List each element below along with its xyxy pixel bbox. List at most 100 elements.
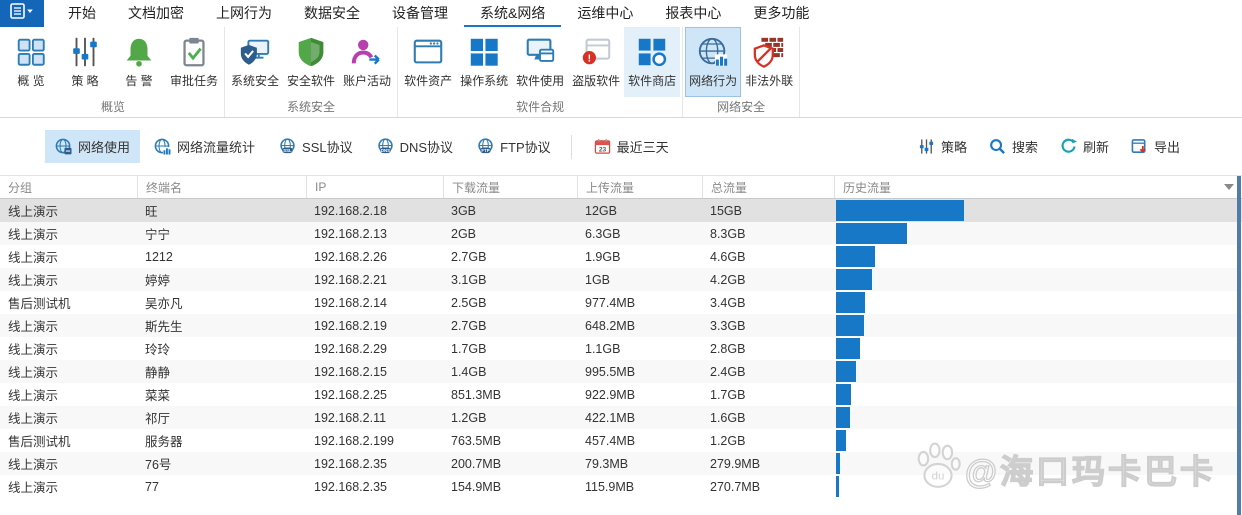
search-button[interactable]: 搜索 (979, 130, 1048, 163)
ribbon-button-label: 非法外联 (745, 74, 794, 88)
ribbon-button[interactable]: ! 盗版软件 (568, 27, 624, 97)
ribbon-button[interactable]: 软件使用 (512, 27, 568, 97)
cell-upload: 648.2MB (585, 318, 636, 333)
table-row[interactable]: 线上演示 婷婷 192.168.2.21 3.1GB 1GB 4.2GB (0, 268, 1242, 291)
menu-tab-7[interactable]: 报表中心 (665, 4, 722, 21)
ribbon-button-label: 策 略 (71, 74, 99, 88)
cell-ip: 192.168.2.35 (314, 479, 387, 494)
app-store-icon (635, 35, 669, 69)
table-row[interactable]: 线上演示 宁宁 192.168.2.13 2GB 6.3GB 8.3GB (0, 222, 1242, 245)
cell-download: 1.2GB (451, 410, 487, 425)
table-row[interactable]: 售后测试机 服务器 192.168.2.199 763.5MB 457.4MB 1.2GB (0, 429, 1242, 452)
ribbon-button-label: 软件使用 (516, 74, 565, 88)
menu-tab-1[interactable]: 文档加密 (128, 4, 184, 21)
menu-tab-2[interactable]: 上网行为 (216, 4, 272, 21)
ribbon-button-label: 系统安全 (231, 74, 280, 88)
date-filter-label: 最近三天 (616, 140, 669, 155)
view-tab-button[interactable]: 网络使用 (45, 130, 141, 163)
svg-text:DNS: DNS (381, 148, 390, 153)
table-row[interactable]: 线上演示 菜菜 192.168.2.25 851.3MB 922.9MB 1.7GB (0, 383, 1242, 406)
view-tab-button[interactable]: 网络流量统计 (144, 130, 265, 163)
cell-history-traffic (834, 337, 1242, 360)
ribbon-button[interactable]: 审批任务 (166, 27, 222, 97)
table-row[interactable]: 售后测试机 吴亦凡 192.168.2.14 2.5GB 977.4MB 3.4GB (0, 291, 1242, 314)
column-header-1[interactable]: 终端名 (137, 176, 306, 198)
cell-ip: 192.168.2.19 (314, 318, 387, 333)
cell-ip: 192.168.2.199 (314, 433, 394, 448)
view-tab-button[interactable]: SSL SSL协议 (269, 130, 363, 163)
ribbon-button[interactable]: 操作系统 (456, 27, 512, 97)
date-filter-button[interactable]: 23 最近三天 (584, 130, 679, 163)
column-header-3[interactable]: 下载流量 (443, 176, 577, 198)
table-row[interactable]: 线上演示 旺 192.168.2.18 3GB 12GB 15GB (0, 199, 1242, 222)
menu-tab-0[interactable]: 开始 (68, 4, 96, 21)
svg-text:23: 23 (598, 147, 606, 154)
cell-terminal-name: 1212 (145, 249, 173, 264)
view-buttons: 网络使用 网络流量统计 SSL SSL协议 DNS DNS协议 FTP FTP协议 (45, 130, 561, 163)
view-tab-button[interactable]: FTP FTP协议 (467, 130, 561, 163)
column-header-2[interactable]: IP (306, 176, 443, 198)
cell-group: 线上演示 (8, 389, 59, 403)
cell-total: 4.6GB (710, 249, 746, 264)
ribbon-button[interactable]: 非法外联 (741, 27, 797, 97)
cell-download: 200.7MB (451, 456, 502, 471)
menu-tab-6[interactable]: 运维中心 (577, 4, 634, 21)
column-header-5[interactable]: 总流量 (702, 176, 834, 198)
column-header-6[interactable]: 历史流量 (834, 176, 1242, 198)
ribbon-button[interactable]: 账户活动 (339, 27, 395, 97)
cell-total: 1.2GB (710, 433, 746, 448)
table-row[interactable]: 线上演示 76号 192.168.2.35 200.7MB 79.3MB 279.9MB (0, 452, 1242, 475)
cell-upload: 12GB (585, 203, 617, 218)
table-row[interactable]: 线上演示 1212 192.168.2.26 2.7GB 1.9GB 4.6GB (0, 245, 1242, 268)
ribbon-group-items: 系统安全 安全软件 账户活动 (227, 27, 395, 97)
ribbon-button[interactable]: 概 览 (4, 27, 58, 97)
action-button[interactable]: 刷新 (1050, 130, 1119, 163)
ribbon-button[interactable]: 策 略 (58, 27, 112, 97)
table-row[interactable]: 线上演示 静静 192.168.2.15 1.4GB 995.5MB 2.4GB (0, 360, 1242, 383)
history-traffic-bar (836, 223, 907, 244)
cell-download: 3GB (451, 203, 477, 218)
ribbon-group-3: 网络行为 非法外联 网络安全 (683, 27, 801, 117)
view-tab-button[interactable]: DNS DNS协议 (367, 130, 463, 163)
svg-text:!: ! (588, 53, 591, 64)
table-row[interactable]: 线上演示 祁厅 192.168.2.11 1.2GB 422.1MB 1.6GB (0, 406, 1242, 429)
view-tab-label: FTP协议 (500, 140, 551, 155)
ribbon-button[interactable]: 告 警 (112, 27, 166, 97)
table-body: 线上演示旺 192.168.2.18 3GB 12GB 15GB 线上演示 宁宁 192.16… (0, 199, 1242, 498)
column-options-button[interactable] (1224, 184, 1234, 190)
network-behavior-icon (696, 35, 730, 69)
ribbon-button[interactable]: 软件资产 (400, 27, 456, 97)
cell-terminal-name: 服务器 (145, 435, 183, 449)
ribbon-group-2: 软件资产 操作系统 软件使用! 盗版软件 软件商店 软件合规 (398, 27, 684, 117)
action-button[interactable]: 策略 (908, 130, 977, 163)
column-header-4[interactable]: 上传流量 (577, 176, 702, 198)
ribbon-group-items: 软件资产 操作系统 软件使用! 盗版软件 软件商店 (400, 27, 681, 97)
column-header-0[interactable]: 分组 (8, 180, 33, 195)
table-header: 分组 终端名 IP 下载流量 上传流量 总流量 历史流量 (0, 176, 1242, 199)
menu-tab-3[interactable]: 数据安全 (304, 4, 360, 21)
table-row[interactable]: 线上演示 77 192.168.2.35 154.9MB 115.9MB 270.7MB (0, 475, 1242, 498)
ribbon-button-label: 账户活动 (343, 74, 392, 88)
history-traffic-bar (836, 407, 850, 428)
ribbon-button[interactable]: 系统安全 (227, 27, 283, 97)
ribbon-button[interactable]: 软件商店 (624, 27, 681, 97)
vertical-scrollbar[interactable] (1237, 176, 1241, 515)
cell-terminal-name: 婷婷 (145, 274, 171, 288)
app-menu-button[interactable] (0, 0, 44, 27)
cell-upload: 1GB (585, 272, 611, 287)
action-button[interactable]: 导出 (1121, 130, 1190, 163)
menu-tab-5[interactable]: 系统&网络 (464, 0, 562, 27)
cell-group: 线上演示 (8, 205, 59, 219)
menu-tab-8[interactable]: 更多功能 (753, 4, 810, 21)
cell-group: 线上演示 (8, 366, 59, 380)
cell-group: 售后测试机 (8, 435, 71, 449)
table-row[interactable]: 线上演示 斯先生 192.168.2.19 2.7GB 648.2MB 3.3GB (0, 314, 1242, 337)
ribbon-button[interactable]: 网络行为 (685, 27, 742, 97)
table-row[interactable]: 线上演示 玲玲 192.168.2.29 1.7GB 1.1GB 2.8GB (0, 337, 1242, 360)
menu-tab-4[interactable]: 设备管理 (392, 4, 448, 21)
policy-sliders-icon (68, 35, 102, 69)
ribbon-button[interactable]: 安全软件 (283, 27, 339, 97)
refresh-icon (1060, 138, 1077, 155)
cell-terminal-name: 76号 (145, 458, 172, 472)
security-shield-icon (294, 35, 328, 69)
